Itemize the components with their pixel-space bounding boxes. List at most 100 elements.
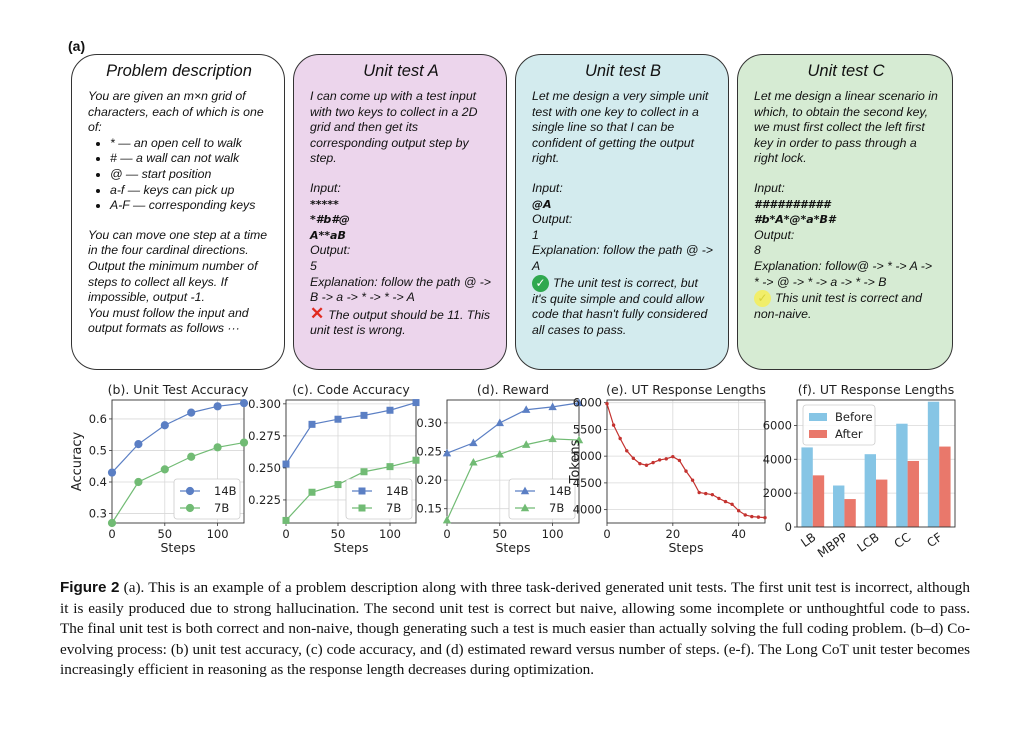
data-point (107, 468, 117, 477)
chart-2: (d). Reward 0.15 0.20 0.25 0.30 0 50 100 14B 7B St… (416, 382, 584, 555)
data-point (638, 461, 642, 466)
data-point (187, 452, 196, 461)
series-line (111, 402, 245, 473)
y-tick-label: 6000 (573, 396, 602, 410)
data-point (134, 477, 143, 487)
x-tick-label: 100 (379, 527, 401, 541)
verdict-text: The unit test is correct, but it's quite… (532, 275, 708, 337)
cell-types-list: * — an open cell to walk # — a wall can … (88, 136, 270, 214)
list-item: # — a wall can not walk (110, 151, 270, 167)
y-tick-label: 0.225 (248, 493, 281, 507)
input-line: @A (532, 197, 552, 211)
series-line (606, 403, 766, 519)
data-point (442, 448, 452, 457)
bar (833, 485, 845, 527)
chart-3: (e). UT Response Lengths 4000 4500 5000 5500… (568, 382, 767, 555)
plot-frame (111, 399, 245, 524)
unit-test-c-intro: Let me design a linear scenario in which… (754, 89, 938, 166)
data-point (548, 434, 557, 443)
bar (939, 446, 951, 527)
bar (801, 447, 813, 527)
data-point (334, 415, 342, 423)
y-tick-label: 0.25 (416, 444, 442, 458)
data-point (520, 486, 530, 495)
data-point (469, 457, 478, 466)
unit-test-c-title: Unit test C (807, 62, 885, 80)
output-value: 5 (310, 258, 317, 273)
x-tick-label: CF (924, 530, 945, 550)
y-tick-label: 0.6 (89, 412, 107, 426)
legend-label: Before (835, 410, 873, 424)
x-tick-label: LCB (855, 530, 882, 555)
plot-frame (606, 399, 766, 524)
chart-1: (c). Code Accuracy 0.225 0.250 0.275 0.300 0 5… (248, 382, 420, 555)
input-line: *#b#@ (310, 213, 350, 227)
input-line: ########## (754, 197, 831, 211)
data-point (631, 456, 636, 460)
data-point (213, 443, 222, 452)
x-tick-label: 0 (443, 527, 450, 541)
x-tick-label: 0 (603, 527, 610, 541)
unit-test-b-intro: Let me design a very simple unit test wi… (532, 89, 709, 166)
data-point (743, 513, 747, 517)
data-point (618, 436, 622, 441)
y-tick-label: 4000 (763, 452, 792, 466)
input-label: Input: (310, 180, 341, 195)
legend-label: 7B (214, 501, 229, 515)
series-line (285, 459, 417, 521)
data-point (358, 487, 366, 495)
y-tick-label: 0.4 (89, 475, 107, 489)
series-line (285, 401, 417, 465)
x-tick-label: 0 (282, 527, 289, 541)
explanation: Explanation: follow@ -> * -> A -> * -> @… (754, 258, 933, 289)
explanation: Explanation: follow the path @ -> A (532, 243, 713, 273)
data-point (657, 458, 662, 462)
series-line (446, 438, 580, 521)
data-point (763, 515, 767, 520)
output-label: Output: (754, 227, 795, 242)
y-tick-label: 0.3 (89, 507, 107, 521)
data-point (710, 492, 715, 497)
caption-text: (a). This is an example of a problem des… (60, 579, 970, 678)
data-point (644, 463, 649, 467)
output-label: Output: (532, 212, 573, 227)
data-point (548, 402, 557, 411)
x-axis-label: Steps (161, 540, 196, 555)
plot-frame (796, 399, 956, 528)
verdict: ✓ The unit test is correct, but it's quit… (532, 274, 714, 339)
chart-4: (f). UT Response Lengths 0 2000 4000 6000 LBM… (763, 382, 956, 560)
data-point (495, 418, 504, 427)
cross-icon: ✕ (310, 303, 325, 323)
legend-label: 7B (549, 501, 564, 515)
problem-description-box: Problem description You are given an m×n… (71, 54, 285, 370)
y-axis-label: Accuracy (70, 432, 85, 492)
check-icon: ✓ (532, 274, 549, 292)
bar (812, 475, 825, 527)
check-icon: ✓ (754, 290, 771, 308)
data-point (160, 465, 169, 474)
data-point (605, 402, 609, 406)
input-label: Input: (532, 180, 563, 195)
data-point (134, 440, 143, 449)
data-point (442, 515, 452, 524)
list-item: @ — start position (110, 167, 270, 183)
x-tick-label: 50 (492, 527, 507, 541)
data-point (717, 496, 721, 501)
legend-label: 14B (386, 484, 409, 498)
chart-title: (d). Reward (477, 382, 549, 397)
data-point (690, 478, 695, 482)
x-axis-label: Steps (669, 540, 704, 555)
data-point (574, 435, 584, 444)
data-point (730, 502, 734, 506)
x-tick-label: 50 (157, 527, 172, 541)
data-point (664, 457, 668, 461)
problem-title: Problem description (106, 62, 252, 80)
data-point (360, 468, 368, 476)
x-tick-label: MBPP (815, 530, 850, 560)
figure-label: Figure 2 (60, 579, 120, 596)
input-line: ***** (310, 197, 339, 211)
bar (844, 499, 856, 527)
input-label: Input: (754, 180, 785, 195)
data-point (412, 456, 420, 464)
legend-label: 14B (549, 484, 572, 498)
